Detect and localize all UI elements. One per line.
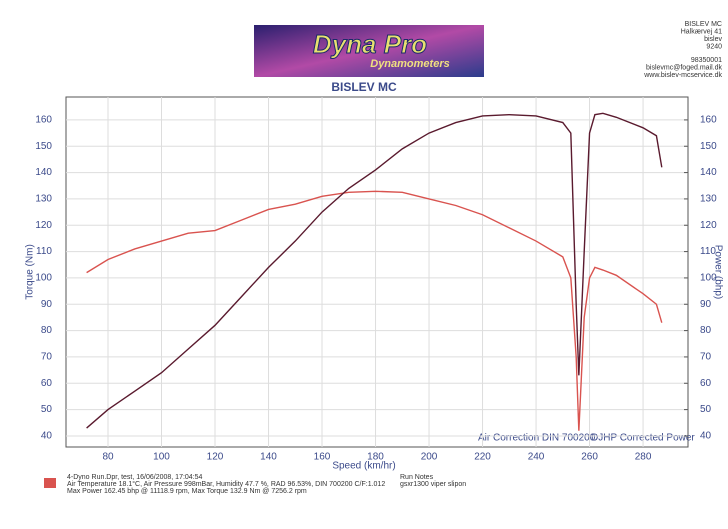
note: Max Power 162.45 bhp @ 11118.9 rpm, Max … — [67, 488, 307, 495]
y-tick-label: 130 — [35, 194, 52, 205]
y2-tick-label: 130 — [700, 194, 717, 205]
y-tick-label: 60 — [41, 378, 53, 389]
x-tick-label: 160 — [314, 452, 331, 463]
y2-axis-label: Power (bhp) — [712, 245, 723, 299]
y-axis-label: Torque (Nm) — [25, 244, 36, 300]
y-tick-label: 70 — [41, 352, 53, 363]
logo — [254, 25, 484, 77]
y2-tick-label: 160 — [700, 115, 717, 126]
run-notes: gsxr1300 viper slipon — [400, 481, 466, 488]
x-tick-label: 180 — [367, 452, 384, 463]
note: Air Temperature 18.1°C, Air Pressure 998… — [67, 480, 385, 488]
y2-tick-label: 140 — [700, 167, 717, 178]
contact-line: www.bislev-mcservice.dk — [643, 72, 722, 79]
logo-subtitle: Dynamometers — [370, 58, 449, 70]
logo-title: Dyna Pro — [313, 29, 427, 59]
contact-line: bislev — [704, 36, 722, 43]
y-tick-label: 110 — [36, 246, 52, 257]
y2-tick-label: 120 — [700, 220, 717, 231]
y-tick-label: 100 — [35, 273, 52, 284]
y-tick-label: 150 — [35, 141, 52, 152]
x-tick-label: 260 — [581, 452, 598, 463]
contact-line: 9240 — [706, 43, 722, 50]
y2-tick-label: 60 — [700, 378, 712, 389]
note: 4-Dyno Run.Dpr, test, 16/06/2008, 17:04:… — [67, 474, 203, 481]
y-tick-label: 140 — [35, 167, 52, 178]
x-tick-label: 240 — [528, 452, 545, 463]
y2-tick-label: 110 — [700, 246, 716, 257]
x-tick-label: 100 — [153, 452, 170, 463]
x-tick-label: 140 — [260, 452, 277, 463]
series-line — [86, 112, 663, 429]
contact-line: 98350001 — [691, 57, 722, 64]
legend-swatch — [44, 478, 56, 488]
chart-title: BISLEV MC — [331, 80, 397, 94]
run-notes-title: Run Notes — [400, 474, 434, 481]
y2-tick-label: 90 — [700, 299, 712, 310]
y-tick-label: 160 — [35, 115, 52, 126]
y2-tick-label: 50 — [700, 404, 712, 415]
y2-tick-label: 40 — [700, 431, 712, 442]
x-tick-label: 280 — [635, 452, 652, 463]
y-tick-label: 90 — [41, 299, 53, 310]
y-tick-label: 50 — [41, 404, 53, 415]
y2-tick-label: 80 — [700, 325, 712, 336]
plot-frame — [65, 96, 689, 448]
y2-tick-label: 150 — [700, 141, 717, 152]
contact-line: bislevmc@foged.mail.dk — [646, 64, 722, 71]
x-axis-label: Speed (km/hr) — [332, 461, 395, 472]
y-tick-label: 40 — [41, 431, 53, 442]
x-tick-label: 80 — [102, 452, 114, 463]
contact-line: BISLEV MC — [685, 21, 722, 28]
x-tick-label: 200 — [421, 452, 438, 463]
y2-tick-label: 70 — [700, 352, 712, 363]
contact-line: Halkærvej 41 — [681, 28, 722, 35]
annotation: Air Correction DIN 700200 — [478, 433, 596, 444]
x-tick-label: 120 — [207, 452, 224, 463]
series-line — [86, 190, 663, 431]
y2-tick-label: 100 — [700, 273, 717, 284]
y-tick-label: 120 — [35, 220, 52, 231]
y-tick-label: 80 — [41, 325, 53, 336]
x-tick-label: 220 — [474, 452, 491, 463]
